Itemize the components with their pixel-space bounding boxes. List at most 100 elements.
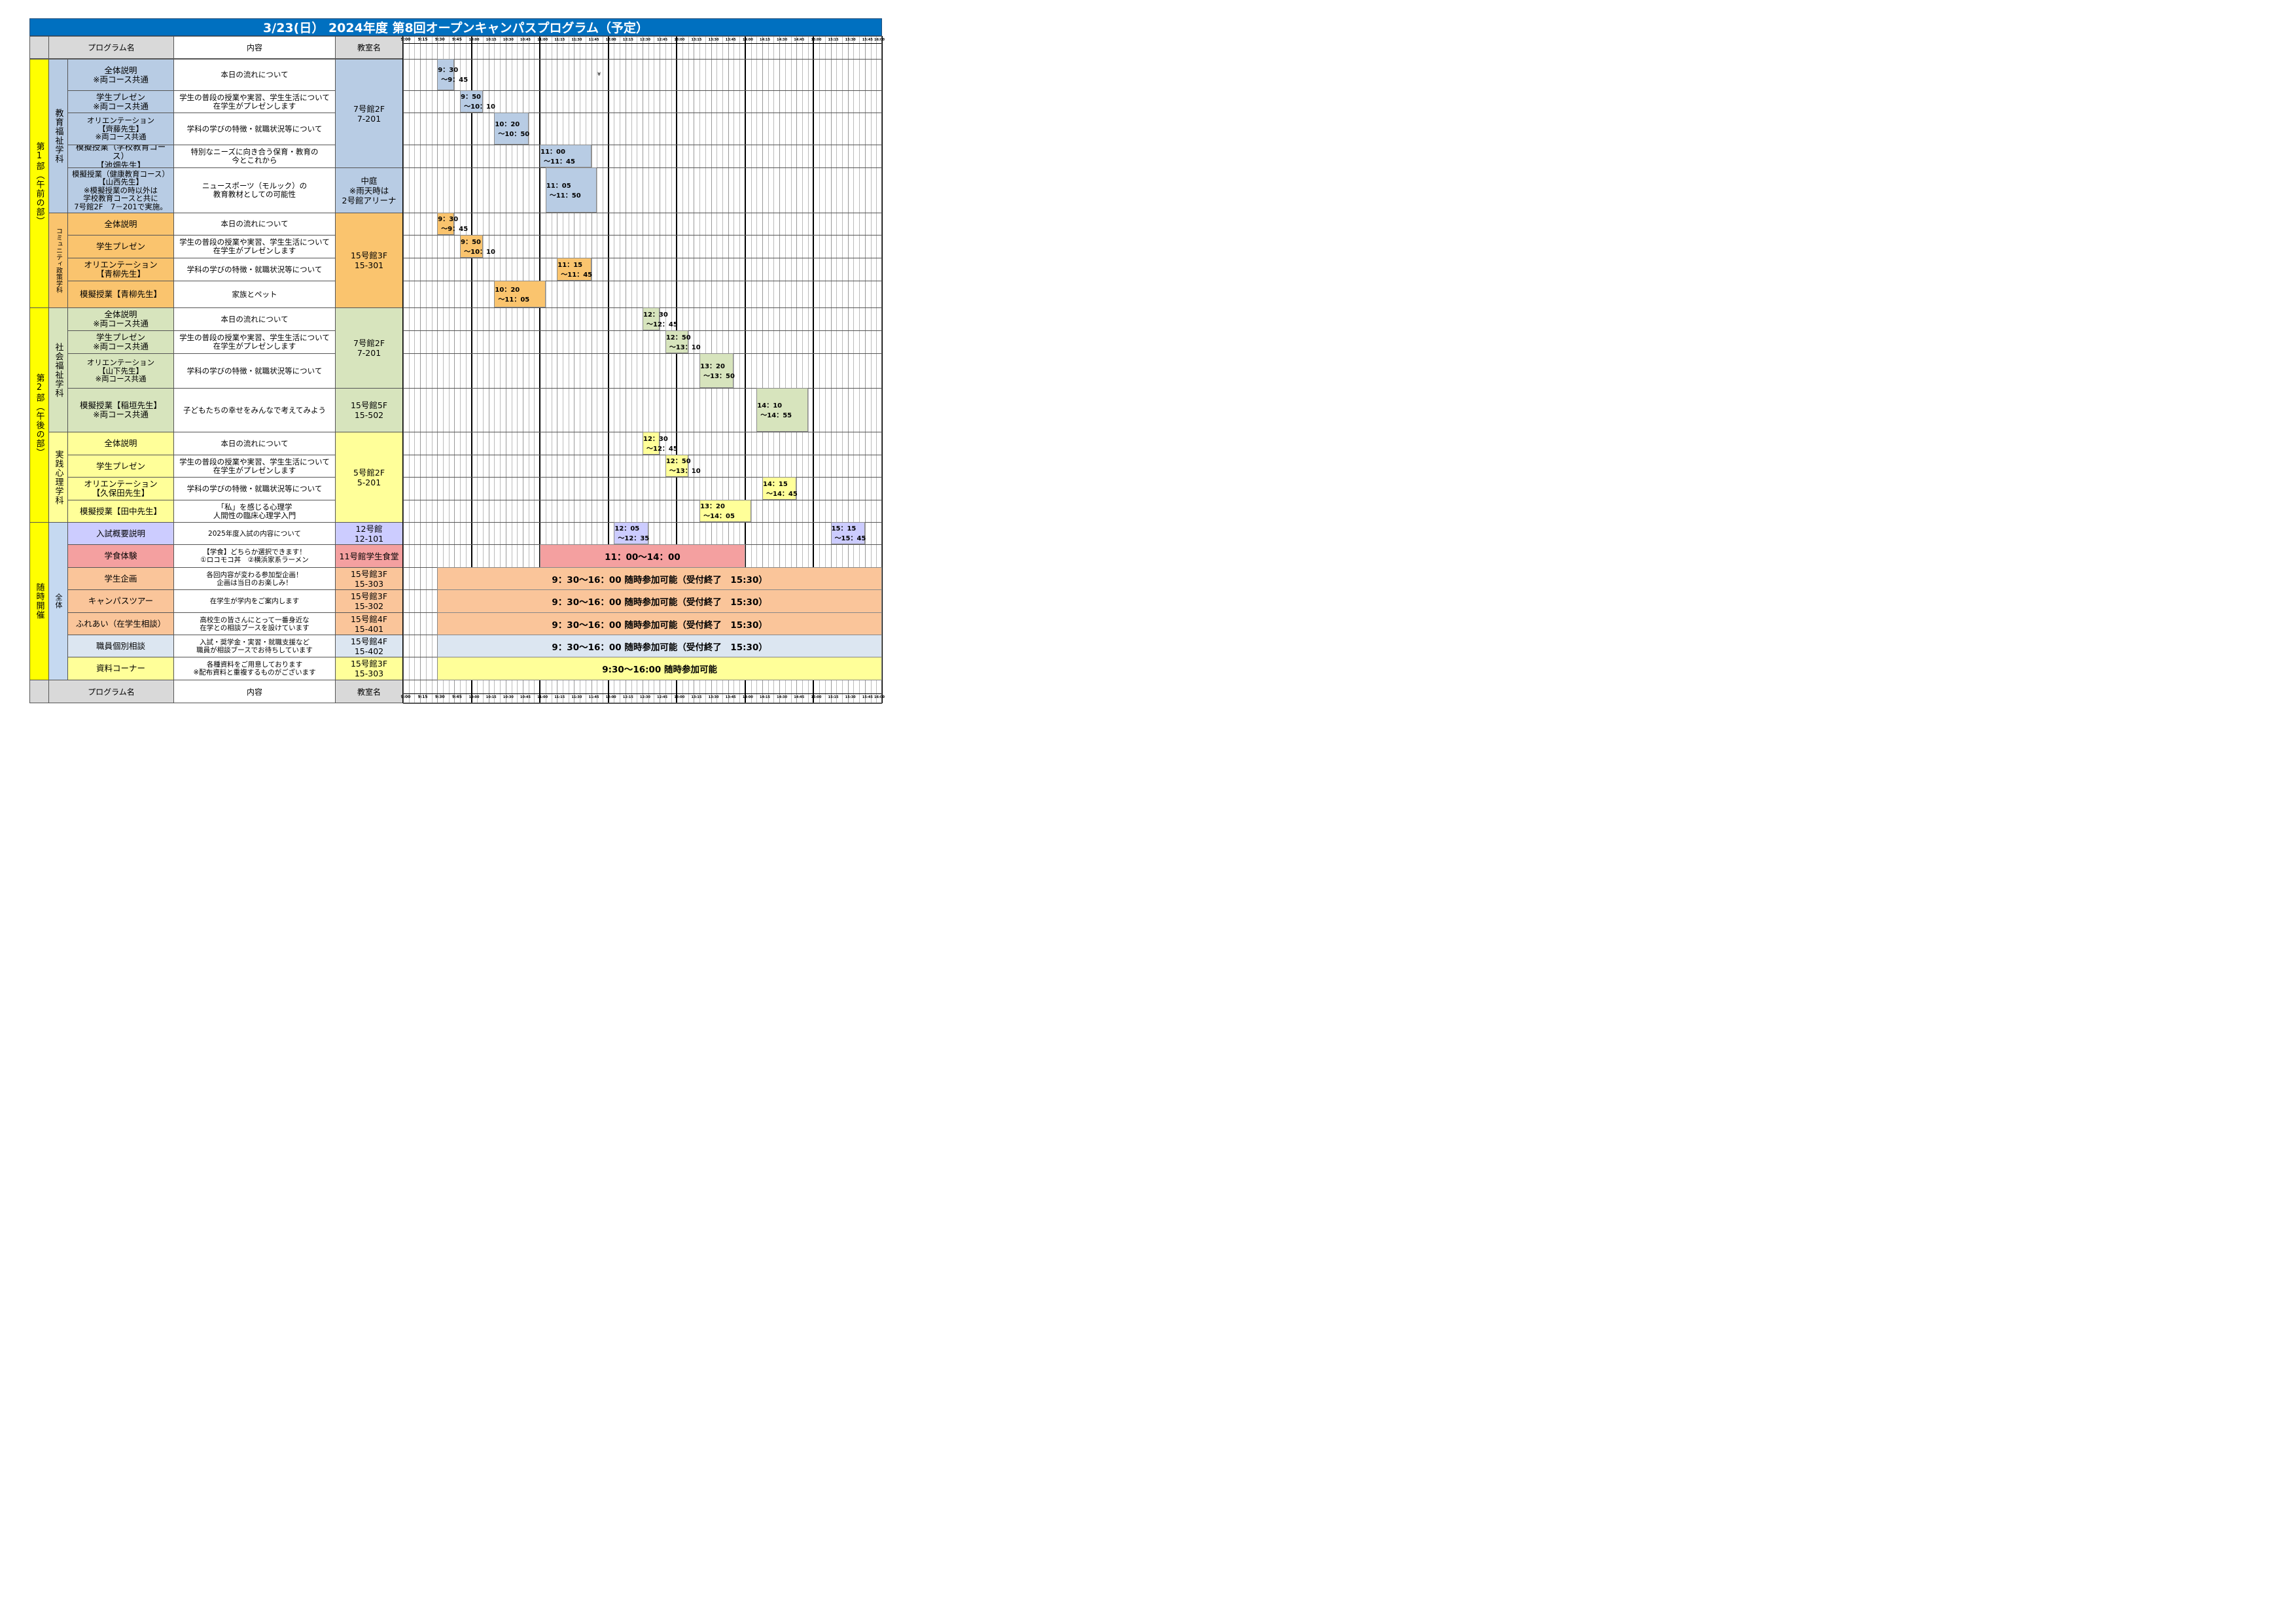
content-cell: 本日の流れについて bbox=[173, 213, 336, 236]
block-start-label: 9：30 bbox=[438, 216, 459, 223]
block-start-label: 9：30 bbox=[438, 67, 459, 74]
program-name-cell: 職員個別相談 bbox=[67, 635, 174, 657]
grid-subline bbox=[824, 36, 826, 703]
grid-row-line bbox=[403, 703, 882, 704]
schedule-block bbox=[665, 330, 688, 353]
content-cell: ニュースポーツ（モルック）の 教育教材としての可能性 bbox=[173, 167, 336, 213]
grid-subline bbox=[853, 36, 855, 703]
grid-row-line bbox=[403, 353, 882, 354]
content-cell: 学生の普段の授業や実習、学生生活について 在学生がプレゼンします bbox=[173, 90, 336, 113]
content-cell: 各回内容が変わる参加型企画！ 企画は当日のお楽しみ！ bbox=[173, 567, 336, 590]
grid-subline bbox=[494, 36, 495, 703]
grid-subline bbox=[790, 36, 792, 703]
header-corner bbox=[29, 36, 49, 59]
room-cell: 15号館5F 15-502 bbox=[335, 388, 403, 432]
block-start-label: 10：20 bbox=[495, 286, 520, 294]
program-name-cell: 模擬授業【稲垣先生】 ※両コース共通 bbox=[67, 388, 174, 432]
content-cell: 学科の学びの特徴・就職状況等について bbox=[173, 477, 336, 500]
program-name-cell: 模擬授業（学校教育コース） 【池畑先生】 bbox=[67, 145, 174, 168]
schedule-block bbox=[545, 167, 597, 213]
time-tick-bottom: 14:15 bbox=[760, 695, 770, 699]
time-tick-top: 10:30 bbox=[503, 38, 514, 42]
grid-subline bbox=[785, 36, 786, 703]
schedule-block bbox=[830, 522, 865, 544]
program-name-cell: オリエンテーション 【山下先生】 ※両コース共通 bbox=[67, 353, 174, 389]
footer-room: 教室名 bbox=[335, 680, 403, 703]
program-name-cell: 学生プレゼン bbox=[67, 455, 174, 478]
time-tick-bottom: 10:00 bbox=[468, 695, 480, 699]
time-tick-top: 9:30 bbox=[434, 37, 445, 42]
grid-subline bbox=[517, 36, 518, 703]
block-end-label: ～10：10 bbox=[464, 103, 495, 111]
block-end-label: ～15：45 bbox=[834, 535, 866, 542]
time-tick-bottom: 15:00 bbox=[811, 695, 822, 699]
content-cell: 本日の流れについて bbox=[173, 307, 336, 331]
time-tick-top: 11:00 bbox=[537, 38, 548, 42]
program-name-cell: 全体説明 ※両コース共通 bbox=[67, 59, 174, 91]
footer-corner bbox=[29, 680, 49, 703]
time-tick-top: 15:45 bbox=[862, 38, 873, 42]
content-cell: 子どもたちの幸せをみんなで考えてみよう bbox=[173, 388, 336, 432]
schedule-block bbox=[494, 113, 529, 145]
grid-subline bbox=[842, 36, 843, 703]
time-tick-bottom: 9:00 bbox=[400, 695, 411, 699]
stray-mark: ¥ bbox=[597, 71, 601, 77]
room-cell: 7号館2F 7-201 bbox=[335, 307, 403, 389]
room-cell: 7号館2F 7-201 bbox=[335, 59, 403, 168]
grid-line bbox=[607, 36, 609, 703]
time-tick-top: 10:00 bbox=[468, 38, 480, 42]
block-end-label: ～12：45 bbox=[646, 321, 678, 328]
grid-line bbox=[847, 36, 849, 703]
grid-subline bbox=[448, 36, 450, 703]
schedule-block bbox=[460, 90, 483, 113]
schedule-block bbox=[437, 213, 455, 235]
time-tick-top: 14:00 bbox=[742, 38, 753, 42]
grid-line bbox=[539, 36, 541, 703]
block-end-label: ～13：10 bbox=[669, 343, 701, 351]
grid-subline bbox=[870, 36, 872, 703]
block-start-label: 15：15 bbox=[831, 525, 857, 532]
program-name-cell: オリエンテーション 【齊藤先生】 ※両コース共通 bbox=[67, 113, 174, 145]
program-name-cell: 模擬授業（健康教育コース） 【山西先生】 ※模擬授業の時以外は 学校教育コースと… bbox=[67, 167, 174, 213]
program-name-cell: 入試概要説明 bbox=[67, 522, 174, 545]
time-tick-bottom: 15:15 bbox=[828, 695, 839, 699]
content-cell: 学科の学びの特徴・就職状況等について bbox=[173, 258, 336, 281]
grid-subline bbox=[431, 36, 433, 703]
block-end-label: ～12：45 bbox=[646, 445, 678, 453]
grid-subline bbox=[739, 36, 741, 703]
grid-subline bbox=[665, 36, 666, 703]
room-cell: 15号館3F 15-303 bbox=[335, 657, 403, 680]
block-start-label: 12：50 bbox=[665, 334, 691, 341]
time-tick-bottom: 14:00 bbox=[742, 695, 753, 699]
grid-subline bbox=[460, 36, 461, 703]
room-cell: 15号館3F 15-302 bbox=[335, 589, 403, 613]
time-tick-top: 12:30 bbox=[640, 38, 650, 42]
block-start-label: 14：15 bbox=[763, 480, 788, 488]
time-tick-bottom: 12:00 bbox=[605, 695, 616, 699]
block-end-label: ～10：50 bbox=[498, 130, 530, 138]
grid-subline bbox=[773, 36, 775, 703]
grid-subline bbox=[768, 36, 769, 703]
time-tick-bottom: 9:15 bbox=[417, 695, 428, 699]
content-cell: 2025年度入試の内容について bbox=[173, 522, 336, 545]
time-tick-top: 9:45 bbox=[451, 37, 462, 42]
content-cell: 学生の普段の授業や実習、学生生活について 在学生がプレゼンします bbox=[173, 235, 336, 258]
time-tick-top: 13:00 bbox=[674, 38, 685, 42]
time-tick-bottom: 13:30 bbox=[708, 695, 719, 699]
footer-program: プログラム名 bbox=[48, 680, 174, 703]
grid-tick-rule bbox=[403, 43, 882, 44]
time-tick-bottom: 11:45 bbox=[588, 695, 599, 699]
dept-label-community: コミュニティ政策学科 bbox=[48, 213, 68, 308]
schedule-block bbox=[494, 281, 546, 307]
time-tick-top: 11:15 bbox=[554, 38, 565, 42]
block-start-label: 11：15 bbox=[557, 261, 583, 269]
time-tick-top: 12:45 bbox=[657, 38, 668, 42]
program-name-cell: 学生プレゼン ※両コース共通 bbox=[67, 90, 174, 113]
time-tick-bottom: 12:30 bbox=[640, 695, 650, 699]
dept-label-social: 社会福祉学科 bbox=[48, 307, 68, 432]
room-cell: 15号館4F 15-401 bbox=[335, 612, 403, 635]
grid-line bbox=[779, 36, 781, 703]
grid-line bbox=[454, 36, 455, 703]
program-name-cell: キャンパスツアー bbox=[67, 589, 174, 613]
time-tick-bottom: 13:45 bbox=[725, 695, 736, 699]
